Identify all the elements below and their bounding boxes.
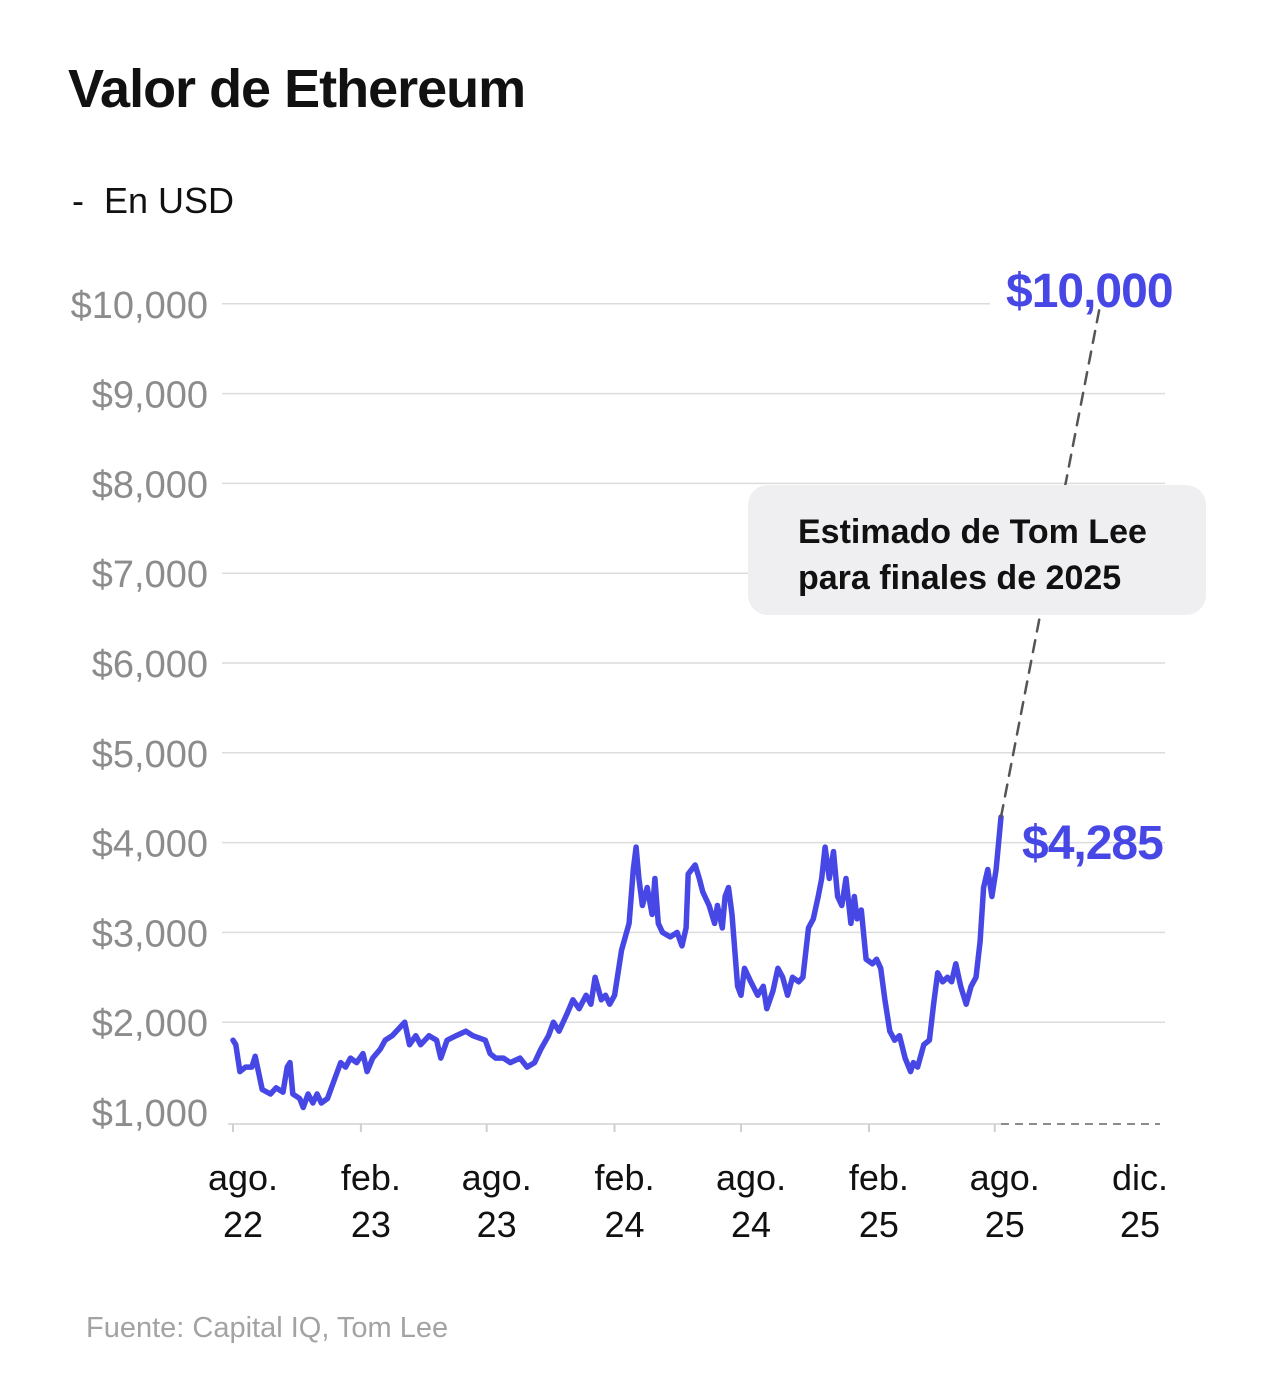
y-tick-label: $1,000 (92, 1093, 208, 1135)
x-tick-label: 25 (859, 1204, 899, 1245)
callout-line-2: para finales de 2025 (798, 559, 1122, 597)
x-tick-label: 23 (477, 1204, 517, 1245)
x-tick-label: 24 (605, 1204, 645, 1245)
x-tick-label: ago. (970, 1157, 1040, 1198)
y-tick-label: $10,000 (71, 285, 208, 327)
callout-line-1: Estimado de Tom Lee (798, 513, 1147, 551)
current-value-label: $4,285 (1022, 817, 1163, 870)
x-tick-label: ago. (462, 1157, 532, 1198)
y-tick-label: $9,000 (92, 375, 208, 417)
source-note: Fuente: Capital IQ, Tom Lee (86, 1312, 449, 1344)
y-tick-label: $4,000 (92, 824, 208, 866)
x-tick-label: 22 (223, 1204, 263, 1245)
y-tick-label: $5,000 (92, 734, 208, 776)
y-tick-label: $2,000 (92, 1003, 208, 1045)
y-tick-label: $7,000 (92, 554, 208, 596)
y-tick-label: $6,000 (92, 644, 208, 686)
x-tick-label: ago. (716, 1157, 786, 1198)
x-tick-label: 25 (985, 1204, 1025, 1245)
x-tick-label: 24 (731, 1204, 771, 1245)
x-tick-label: feb. (341, 1157, 401, 1198)
chart-title: Valor de Ethereum (68, 59, 526, 119)
x-tick-label: feb. (849, 1157, 909, 1198)
x-tick-label: dic. (1112, 1157, 1168, 1198)
y-tick-label: $8,000 (92, 464, 208, 506)
target-value-label: $10,000 (1006, 265, 1173, 318)
x-tick-label: ago. (208, 1157, 278, 1198)
x-tick-label: 25 (1120, 1204, 1160, 1245)
chart-subtitle: - En USD (72, 180, 235, 221)
price-line (230, 814, 1004, 1111)
x-tick-label: 23 (351, 1204, 391, 1245)
y-tick-label: $3,000 (92, 913, 208, 955)
projection-callout: Estimado de Tom Lee para finales de 2025 (748, 485, 1206, 615)
x-tick-label: feb. (595, 1157, 655, 1198)
